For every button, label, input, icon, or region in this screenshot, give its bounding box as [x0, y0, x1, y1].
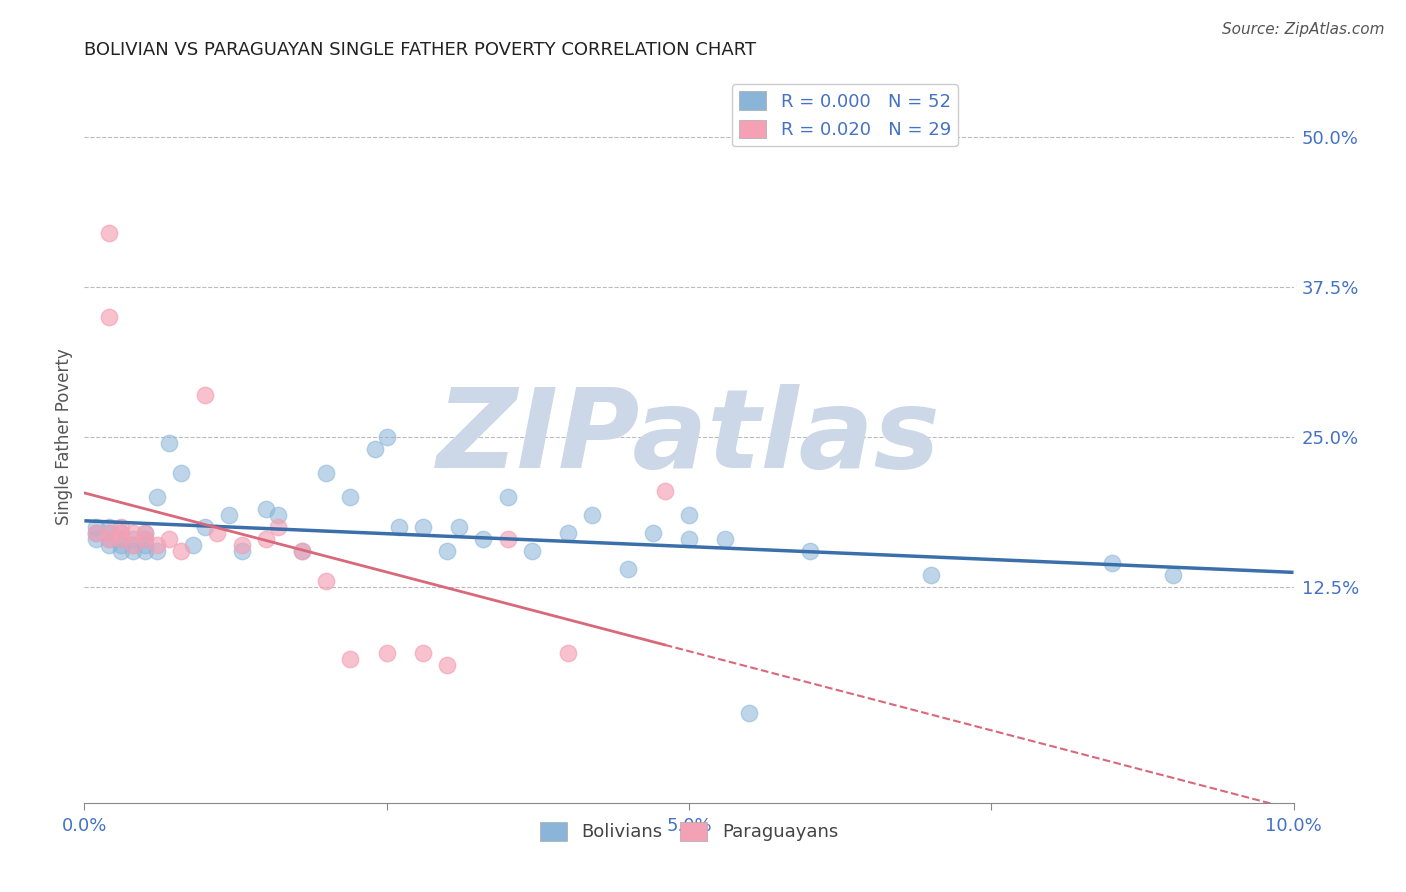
Point	[97, 520, 120, 534]
Point	[110, 520, 132, 534]
Point	[97, 226, 120, 240]
Point	[231, 544, 253, 558]
Point	[738, 706, 761, 720]
Legend: Bolivians, Paraguayans: Bolivians, Paraguayans	[533, 814, 845, 848]
Point	[146, 490, 169, 504]
Point	[181, 538, 204, 552]
Point	[110, 538, 132, 552]
Point	[218, 508, 240, 522]
Point	[86, 526, 108, 541]
Point	[86, 532, 108, 546]
Y-axis label: Single Father Poverty: Single Father Poverty	[55, 349, 73, 525]
Point	[714, 532, 737, 546]
Point	[641, 526, 664, 541]
Point	[110, 532, 132, 546]
Point	[86, 520, 108, 534]
Text: ZIPatlas: ZIPatlas	[437, 384, 941, 491]
Point	[110, 532, 132, 546]
Point	[97, 310, 120, 325]
Point	[157, 436, 180, 450]
Point	[134, 544, 156, 558]
Point	[254, 532, 277, 546]
Point	[121, 532, 143, 546]
Point	[194, 520, 217, 534]
Point	[267, 520, 290, 534]
Point	[110, 526, 132, 541]
Point	[97, 538, 120, 552]
Text: Source: ZipAtlas.com: Source: ZipAtlas.com	[1222, 22, 1385, 37]
Point	[1101, 556, 1123, 570]
Point	[146, 538, 169, 552]
Point	[291, 544, 314, 558]
Point	[339, 652, 361, 666]
Point	[121, 544, 143, 558]
Point	[110, 544, 132, 558]
Point	[412, 646, 434, 660]
Point	[121, 538, 143, 552]
Point	[267, 508, 290, 522]
Point	[121, 526, 143, 541]
Point	[449, 520, 471, 534]
Point	[170, 544, 193, 558]
Point	[412, 520, 434, 534]
Point	[617, 562, 640, 576]
Point	[581, 508, 603, 522]
Point	[496, 490, 519, 504]
Point	[520, 544, 543, 558]
Point	[920, 568, 942, 582]
Point	[134, 538, 156, 552]
Point	[654, 483, 676, 498]
Point	[799, 544, 821, 558]
Point	[363, 442, 385, 456]
Point	[170, 466, 193, 480]
Point	[291, 544, 314, 558]
Point	[121, 538, 143, 552]
Point	[97, 532, 120, 546]
Point	[557, 646, 579, 660]
Point	[678, 532, 700, 546]
Point	[678, 508, 700, 522]
Point	[207, 526, 229, 541]
Point	[110, 526, 132, 541]
Point	[146, 544, 169, 558]
Point	[86, 526, 108, 541]
Point	[134, 532, 156, 546]
Point	[315, 574, 337, 588]
Point	[231, 538, 253, 552]
Point	[436, 544, 458, 558]
Point	[557, 526, 579, 541]
Point	[97, 526, 120, 541]
Point	[496, 532, 519, 546]
Point	[472, 532, 495, 546]
Point	[388, 520, 411, 534]
Point	[157, 532, 180, 546]
Point	[375, 646, 398, 660]
Point	[375, 430, 398, 444]
Point	[134, 532, 156, 546]
Point	[97, 526, 120, 541]
Point	[1161, 568, 1184, 582]
Text: BOLIVIAN VS PARAGUAYAN SINGLE FATHER POVERTY CORRELATION CHART: BOLIVIAN VS PARAGUAYAN SINGLE FATHER POV…	[84, 41, 756, 59]
Point	[315, 466, 337, 480]
Point	[97, 532, 120, 546]
Point	[339, 490, 361, 504]
Point	[436, 657, 458, 672]
Point	[134, 526, 156, 541]
Point	[194, 388, 217, 402]
Point	[254, 502, 277, 516]
Point	[134, 526, 156, 541]
